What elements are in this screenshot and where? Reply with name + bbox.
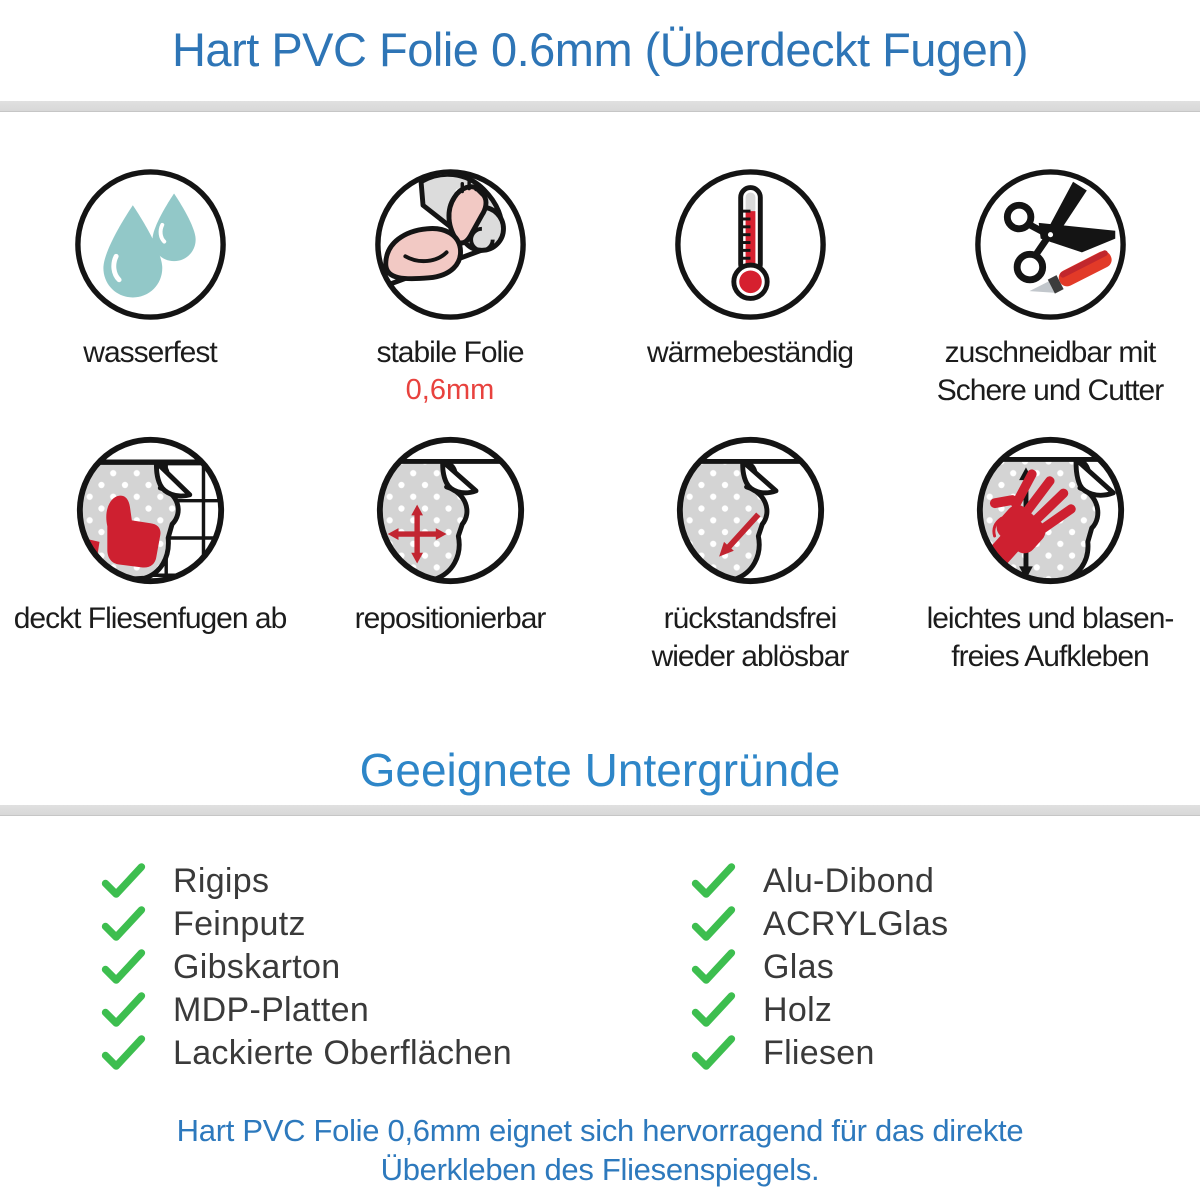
substrates-checklist: Rigips Feinputz Gibskarton MDP-Platten L…: [0, 860, 1200, 1075]
feature-label: zuschneidbar mit Schere und Cutter: [936, 336, 1164, 407]
feature-residue-free-removable: rückstandsfrei wieder ablösbar: [600, 432, 900, 698]
feature-sublabel-thickness: 0,6mm: [405, 374, 495, 406]
feature-label: leichtes und blasen- freies Aufkleben: [926, 602, 1175, 673]
list-item: ACRYLGlas: [690, 903, 948, 946]
checkmark-icon: [101, 863, 146, 898]
hand-smoothing-foil-icon: [972, 432, 1129, 589]
scissors-cutter-icon: [972, 166, 1129, 323]
list-item: Holz: [690, 989, 948, 1032]
divider-bar-top: [0, 101, 1200, 112]
checkmark-icon: [101, 992, 146, 1027]
footnote-text: Hart PVC Folie 0,6mm eignet sich hervorr…: [176, 1113, 1024, 1187]
checkmark-icon: [691, 906, 736, 941]
feature-label: wasserfest: [83, 336, 217, 369]
muscle-arm-foil-icon: [372, 166, 529, 323]
page-title: Hart PVC Folie 0.6mm (Überdeckt Fugen): [171, 23, 1029, 76]
list-item: Fliesen: [690, 1032, 948, 1075]
list-item: Glas: [690, 946, 948, 989]
feature-label: rückstandsfrei wieder ablösbar: [651, 602, 850, 673]
list-item: MDP-Platten: [100, 989, 690, 1032]
checkmark-icon: [691, 863, 736, 898]
feature-label: deckt Fliesenfugen ab: [13, 602, 288, 635]
checkmark-icon: [101, 949, 146, 984]
checkmark-icon: [101, 906, 146, 941]
feature-stable-foil: stabile Folie 0,6mm: [300, 166, 600, 432]
feature-waterproof: wasserfest: [0, 166, 300, 432]
list-item-label: Glas: [763, 948, 835, 986]
list-item: Gibskarton: [100, 946, 690, 989]
peel-off-arrow-icon: [672, 432, 829, 589]
list-item: Feinputz: [100, 903, 690, 946]
feature-label: stabile Folie: [376, 336, 524, 369]
list-item: Alu-Dibond: [690, 860, 948, 903]
list-item-label: Feinputz: [173, 905, 306, 943]
thermometer-icon: [672, 166, 829, 323]
feature-repositionable: repositionierbar: [300, 432, 600, 698]
list-item-label: Rigips: [173, 862, 270, 900]
feature-grid: wasserfest: [0, 166, 1200, 698]
list-item-label: Lackierte Oberflächen: [173, 1034, 512, 1072]
substrates-heading: Geeignete Untergründe: [359, 744, 841, 796]
list-item-label: Fliesen: [763, 1034, 875, 1072]
thumbs-up-tiles-icon: [72, 432, 229, 589]
list-item-label: Alu-Dibond: [763, 862, 935, 900]
water-drops-icon: [72, 166, 229, 323]
substrates-column-right: Alu-Dibond ACRYLGlas Glas Holz Fliesen: [690, 860, 948, 1075]
feature-heat-resistant: wärmebeständig: [600, 166, 900, 432]
list-item-label: MDP-Platten: [173, 991, 370, 1029]
move-arrows-foil-icon: [372, 432, 529, 589]
substrates-column-left: Rigips Feinputz Gibskarton MDP-Platten L…: [100, 860, 690, 1075]
checkmark-icon: [101, 1035, 146, 1070]
feature-covers-tile-joints: deckt Fliesenfugen ab: [0, 432, 300, 698]
list-item-label: ACRYLGlas: [763, 905, 949, 943]
list-item-label: Gibskarton: [173, 948, 341, 986]
feature-label: repositionierbar: [354, 602, 547, 635]
checkmark-icon: [691, 992, 736, 1027]
list-item: Rigips: [100, 860, 690, 903]
divider-bar-middle: [0, 805, 1200, 816]
checkmark-icon: [691, 1035, 736, 1070]
list-item-label: Holz: [763, 991, 833, 1029]
feature-easy-bubble-free-application: leichtes und blasen- freies Aufkleben: [900, 432, 1200, 698]
feature-cuttable: zuschneidbar mit Schere und Cutter: [900, 166, 1200, 432]
checkmark-icon: [691, 949, 736, 984]
list-item: Lackierte Oberflächen: [100, 1032, 690, 1075]
feature-label: wärmebeständig: [646, 336, 854, 369]
